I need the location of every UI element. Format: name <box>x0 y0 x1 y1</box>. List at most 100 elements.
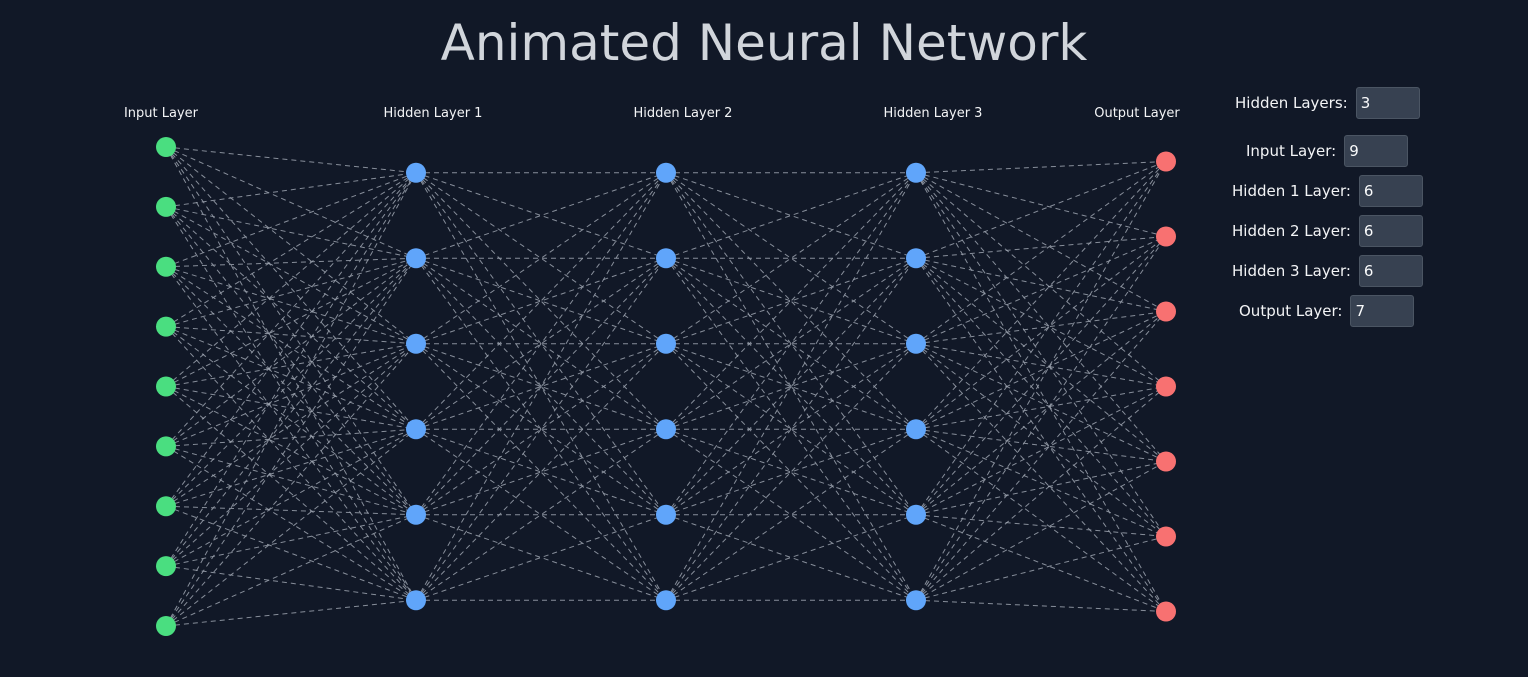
input-layer-control: Input Layer: <box>1246 135 1409 167</box>
connection-line <box>165 257 417 328</box>
connection-line <box>415 428 667 601</box>
hidden-3-input[interactable] <box>1358 255 1423 287</box>
neuron-node <box>1156 601 1176 622</box>
connection-line <box>165 428 417 447</box>
connection-line <box>165 172 417 387</box>
connection-line <box>165 146 417 259</box>
connection-line <box>165 343 417 447</box>
connection-line <box>165 257 417 447</box>
connection-line <box>415 172 667 259</box>
neuron-node <box>156 256 176 277</box>
hidden-3-label: Hidden 3 Layer: <box>1232 262 1351 280</box>
connection-line <box>665 172 917 259</box>
connection-line <box>665 343 917 430</box>
connection-line <box>415 514 667 601</box>
connection-line <box>415 428 667 516</box>
layer-labels: Input Layer Hidden Layer 1 Hidden Layer 2 H… <box>124 106 1180 121</box>
connection-line <box>915 386 1167 516</box>
hidden-layers-input[interactable] <box>1355 87 1420 119</box>
connection-line <box>665 257 917 345</box>
connection-line <box>165 172 417 328</box>
connection-line <box>415 257 667 516</box>
connection-line <box>165 514 417 567</box>
connection-line <box>165 326 417 516</box>
connection-line <box>165 257 417 387</box>
connection-line <box>915 161 1167 516</box>
neuron-node <box>156 316 176 337</box>
connection-line <box>665 428 917 516</box>
neuron-node <box>656 590 676 611</box>
connection-line <box>165 428 417 567</box>
connection-line <box>165 257 417 507</box>
input-layer-input[interactable] <box>1344 135 1409 167</box>
output-layer-input[interactable] <box>1350 295 1415 327</box>
neuron-node <box>1156 526 1176 547</box>
connection-line <box>415 172 667 430</box>
neuron-node <box>656 248 676 269</box>
connection-line <box>915 343 1167 387</box>
connection-line <box>415 257 667 430</box>
connection-line <box>665 172 917 345</box>
connection-line <box>165 206 417 259</box>
connection-line <box>665 514 917 601</box>
connection-line <box>915 311 1167 430</box>
connection-line <box>165 172 417 627</box>
hidden-2-input[interactable] <box>1358 215 1423 247</box>
connection-line <box>165 386 417 516</box>
neuron-node <box>1156 151 1176 172</box>
connection-line <box>915 236 1167 430</box>
connection-line <box>665 514 917 601</box>
connection-line <box>415 428 667 516</box>
input-layer-label: Input Layer: <box>1246 142 1337 160</box>
neuron-node <box>156 436 176 457</box>
neuron-node <box>406 590 426 611</box>
connection-line <box>915 161 1167 345</box>
connection-line <box>165 428 417 627</box>
hidden-layers-control: Hidden Layers: <box>1235 87 1420 119</box>
connection-line <box>165 172 417 208</box>
connection-line <box>165 257 417 567</box>
connection-line <box>915 461 1167 516</box>
connection-line <box>915 172 1167 387</box>
connection-line <box>415 343 667 430</box>
connection-line <box>415 343 667 601</box>
connection-line <box>665 428 917 516</box>
hidden-1-input[interactable] <box>1358 175 1423 207</box>
neuron-node <box>156 196 176 217</box>
neuron-node <box>156 556 176 577</box>
connection-line <box>165 428 417 507</box>
connection-line <box>915 514 1167 537</box>
connection-line <box>915 386 1167 601</box>
connection-line <box>415 257 667 601</box>
connection-line <box>165 386 417 430</box>
connection-line <box>165 266 417 601</box>
connection-line <box>165 565 417 601</box>
connection-line <box>665 257 917 430</box>
connection-line <box>915 514 1167 612</box>
connection-line <box>415 428 667 601</box>
connection-line <box>915 343 1167 537</box>
layer-label: Hidden Layer 1 <box>384 106 483 121</box>
connection-line <box>665 172 917 430</box>
page-title: Animated Neural Network <box>440 14 1088 72</box>
neuron-node <box>406 504 426 525</box>
neuron-node <box>656 333 676 354</box>
connection-line <box>165 172 417 567</box>
hidden-2-control: Hidden 2 Layer: <box>1232 215 1423 247</box>
neuron-node <box>906 333 926 354</box>
neuron-node <box>656 162 676 183</box>
connection-line <box>165 326 417 601</box>
connection-line <box>165 445 417 601</box>
connection-line <box>915 311 1167 601</box>
connection-line <box>665 428 917 601</box>
connection-line <box>165 146 417 345</box>
neuron-node <box>906 248 926 269</box>
connection-line <box>165 266 417 345</box>
connection-line <box>915 257 1167 387</box>
connection-line <box>165 505 417 516</box>
connection-line <box>415 172 667 516</box>
connection-line <box>415 172 667 259</box>
neuron-node <box>1156 376 1176 397</box>
connection-line <box>915 236 1167 345</box>
